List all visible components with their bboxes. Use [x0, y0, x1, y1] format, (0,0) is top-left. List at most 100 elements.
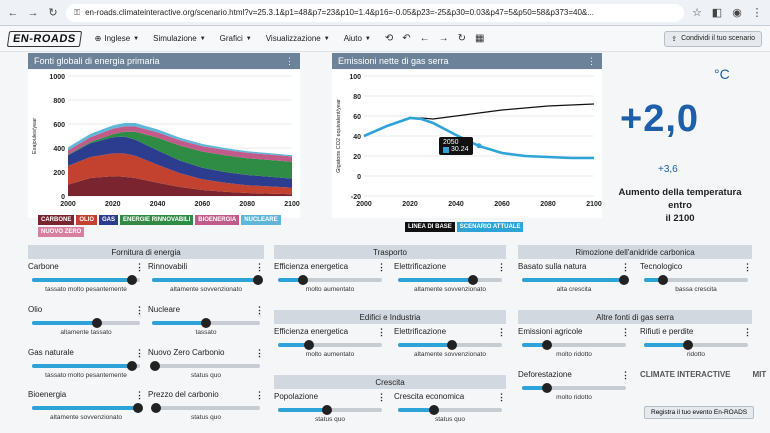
slider-knob[interactable]: [150, 361, 161, 371]
register-event-button[interactable]: Registra il tuo evento En-ROADS: [644, 406, 755, 419]
star-icon[interactable]: ☆: [692, 7, 702, 19]
menu-help[interactable]: Aiuto ▼: [343, 34, 371, 43]
slider-track[interactable]: [278, 405, 382, 415]
forward-icon[interactable]: →: [27, 6, 39, 19]
slider-track[interactable]: [398, 340, 502, 350]
slider-track[interactable]: [152, 318, 260, 328]
slider-knob[interactable]: [541, 383, 552, 393]
undo-icon[interactable]: ↶: [402, 33, 411, 44]
slider-prezzo-del-carbonio[interactable]: Prezzo del carbonio ⋮ status quo: [148, 390, 264, 424]
slider-track[interactable]: [278, 340, 382, 350]
slider-menu-icon[interactable]: ⋮: [255, 305, 264, 315]
more-icon[interactable]: ⋮: [751, 7, 763, 19]
menu-view[interactable]: Visualizzazione ▼: [265, 34, 330, 43]
legend-item-carbone[interactable]: CARBONE: [38, 215, 75, 225]
slider-menu-icon[interactable]: ⋮: [621, 370, 630, 380]
slider-menu-icon[interactable]: ⋮: [135, 390, 144, 400]
area-series-gas[interactable]: [68, 136, 292, 188]
slider-knob[interactable]: [201, 318, 211, 328]
slider-emissioni-agricole[interactable]: Emissioni agricole ⋮ molto ridotto: [518, 327, 630, 361]
slider-menu-icon[interactable]: ⋮: [743, 262, 752, 272]
slider-carbone[interactable]: Carbone ⋮ tassato molto pesantemente: [28, 262, 144, 296]
menu-graphs[interactable]: Grafici ▼: [219, 34, 252, 43]
slider-knob[interactable]: [447, 340, 458, 350]
slider-menu-icon[interactable]: ⋮: [497, 262, 506, 272]
slider-knob[interactable]: [618, 275, 629, 285]
slider-knob[interactable]: [467, 275, 478, 285]
table-icon[interactable]: ▦: [475, 33, 485, 44]
slider-bioenergia[interactable]: Bioenergia ⋮ altamente sovvenzionato: [28, 390, 144, 424]
menu-simulation[interactable]: Simulazione ▼: [153, 34, 206, 43]
temperature-unit[interactable]: °C: [714, 66, 730, 82]
area-series-carbone[interactable]: [68, 176, 292, 196]
slider-menu-icon[interactable]: ⋮: [621, 262, 630, 272]
slider-knob[interactable]: [91, 318, 102, 328]
slider-menu-icon[interactable]: ⋮: [135, 305, 144, 315]
back-arrow-icon[interactable]: ←: [419, 33, 430, 44]
slider-track[interactable]: [152, 275, 263, 285]
slider-knob[interactable]: [252, 275, 263, 285]
slider-deforestazione[interactable]: Deforestazione ⋮ molto ridotto: [518, 370, 630, 404]
slider-track[interactable]: [32, 361, 140, 371]
slider-menu-icon[interactable]: ⋮: [743, 327, 752, 337]
slider-menu-icon[interactable]: ⋮: [377, 262, 386, 272]
back-icon[interactable]: ←: [7, 6, 19, 19]
address-bar[interactable]: ⚿ en-roads.climateinteractive.org/scenar…: [66, 3, 684, 22]
slider-menu-icon[interactable]: ⋮: [255, 262, 264, 272]
line-series-linea-di-base[interactable]: [363, 103, 595, 137]
legend-item-nucleare[interactable]: NUCLEARE: [241, 215, 281, 225]
slider-olio[interactable]: Olio ⋮ altamente tassato: [28, 305, 144, 339]
slider-crescita-economica[interactable]: Crescita economica ⋮ status quo: [394, 392, 506, 426]
slider-nuovo-zero-carbonio[interactable]: Nuovo Zero Carbonio ⋮ status quo: [148, 348, 264, 382]
redo-icon[interactable]: ↻: [457, 33, 467, 44]
area-series-energie-rinnovabili[interactable]: [68, 131, 292, 179]
slider-menu-icon[interactable]: ⋮: [377, 327, 386, 337]
legend-item-nuovo-zero[interactable]: NUOVO ZERO: [38, 227, 85, 237]
reset-icon[interactable]: ⟲: [384, 33, 394, 44]
slider-efficienza-energetica[interactable]: Efficienza energetica ⋮ molto aumentato: [274, 327, 386, 361]
legend-item-bioenergia[interactable]: BIOENERGIA: [195, 215, 240, 225]
slider-nucleare[interactable]: Nucleare ⋮ tassato: [148, 305, 264, 339]
slider-gas-naturale[interactable]: Gas naturale ⋮ tassato molto pesantemente: [28, 348, 144, 382]
slider-elettrificazione[interactable]: Elettrificazione ⋮ altamente sovvenzionato: [394, 327, 506, 361]
slider-track[interactable]: [151, 403, 260, 413]
extensions-icon[interactable]: ◧: [711, 7, 723, 19]
slider-track[interactable]: [398, 275, 502, 285]
slider-track[interactable]: [644, 340, 748, 350]
slider-efficienza-energetica[interactable]: Efficienza energetica ⋮ molto aumentato: [274, 262, 386, 296]
share-scenario-button[interactable]: ⇪ Condividi il tuo scenario: [664, 30, 762, 47]
slider-popolazione[interactable]: Popolazione ⋮ status quo: [274, 392, 386, 426]
area-series-nucleare[interactable]: [68, 123, 292, 157]
area-series-bioenergia[interactable]: [68, 126, 292, 162]
right-chart-menu-icon[interactable]: ⋮: [587, 55, 596, 66]
legend-item-linea-di-base[interactable]: LINEA DI BASE: [405, 222, 455, 232]
slider-knob[interactable]: [127, 361, 138, 371]
slider-track[interactable]: [32, 403, 143, 413]
slider-track[interactable]: [150, 361, 260, 371]
menu-language[interactable]: ⊕ Inglese ▼: [94, 34, 140, 43]
legend-item-olio[interactable]: OLIO: [76, 215, 98, 225]
slider-rinnovabili[interactable]: Rinnovabili ⋮ altamente sovvenzionato: [148, 262, 264, 296]
slider-track[interactable]: [644, 275, 748, 285]
legend-item-scenario-attuale[interactable]: SCENARIO ATTUALE: [456, 222, 524, 232]
slider-knob[interactable]: [151, 403, 162, 413]
slider-menu-icon[interactable]: ⋮: [497, 392, 506, 402]
slider-rifiuti-e-perdite[interactable]: Rifiuti e perdite ⋮ ridotto: [640, 327, 752, 361]
slider-knob[interactable]: [657, 275, 668, 285]
slider-tecnologico[interactable]: Tecnologico ⋮ bassa crescita: [640, 262, 752, 296]
profile-icon[interactable]: ◉: [732, 7, 742, 19]
slider-track[interactable]: [398, 405, 502, 415]
slider-basato-sulla-natura[interactable]: Basato sulla natura ⋮ alta crescita: [518, 262, 630, 296]
reload-icon[interactable]: ↻: [48, 7, 58, 19]
slider-menu-icon[interactable]: ⋮: [135, 348, 144, 358]
slider-menu-icon[interactable]: ⋮: [135, 262, 144, 272]
slider-knob[interactable]: [321, 405, 332, 415]
line-series-scenario-attuale[interactable]: [363, 116, 594, 160]
slider-menu-icon[interactable]: ⋮: [255, 390, 264, 400]
left-chart-menu-icon[interactable]: ⋮: [285, 55, 294, 66]
slider-track[interactable]: [522, 340, 626, 350]
slider-track[interactable]: [32, 318, 140, 328]
slider-track[interactable]: [522, 275, 629, 285]
slider-knob[interactable]: [127, 275, 138, 285]
slider-elettrificazione[interactable]: Elettrificazione ⋮ altamente sovvenzionato: [394, 262, 506, 296]
